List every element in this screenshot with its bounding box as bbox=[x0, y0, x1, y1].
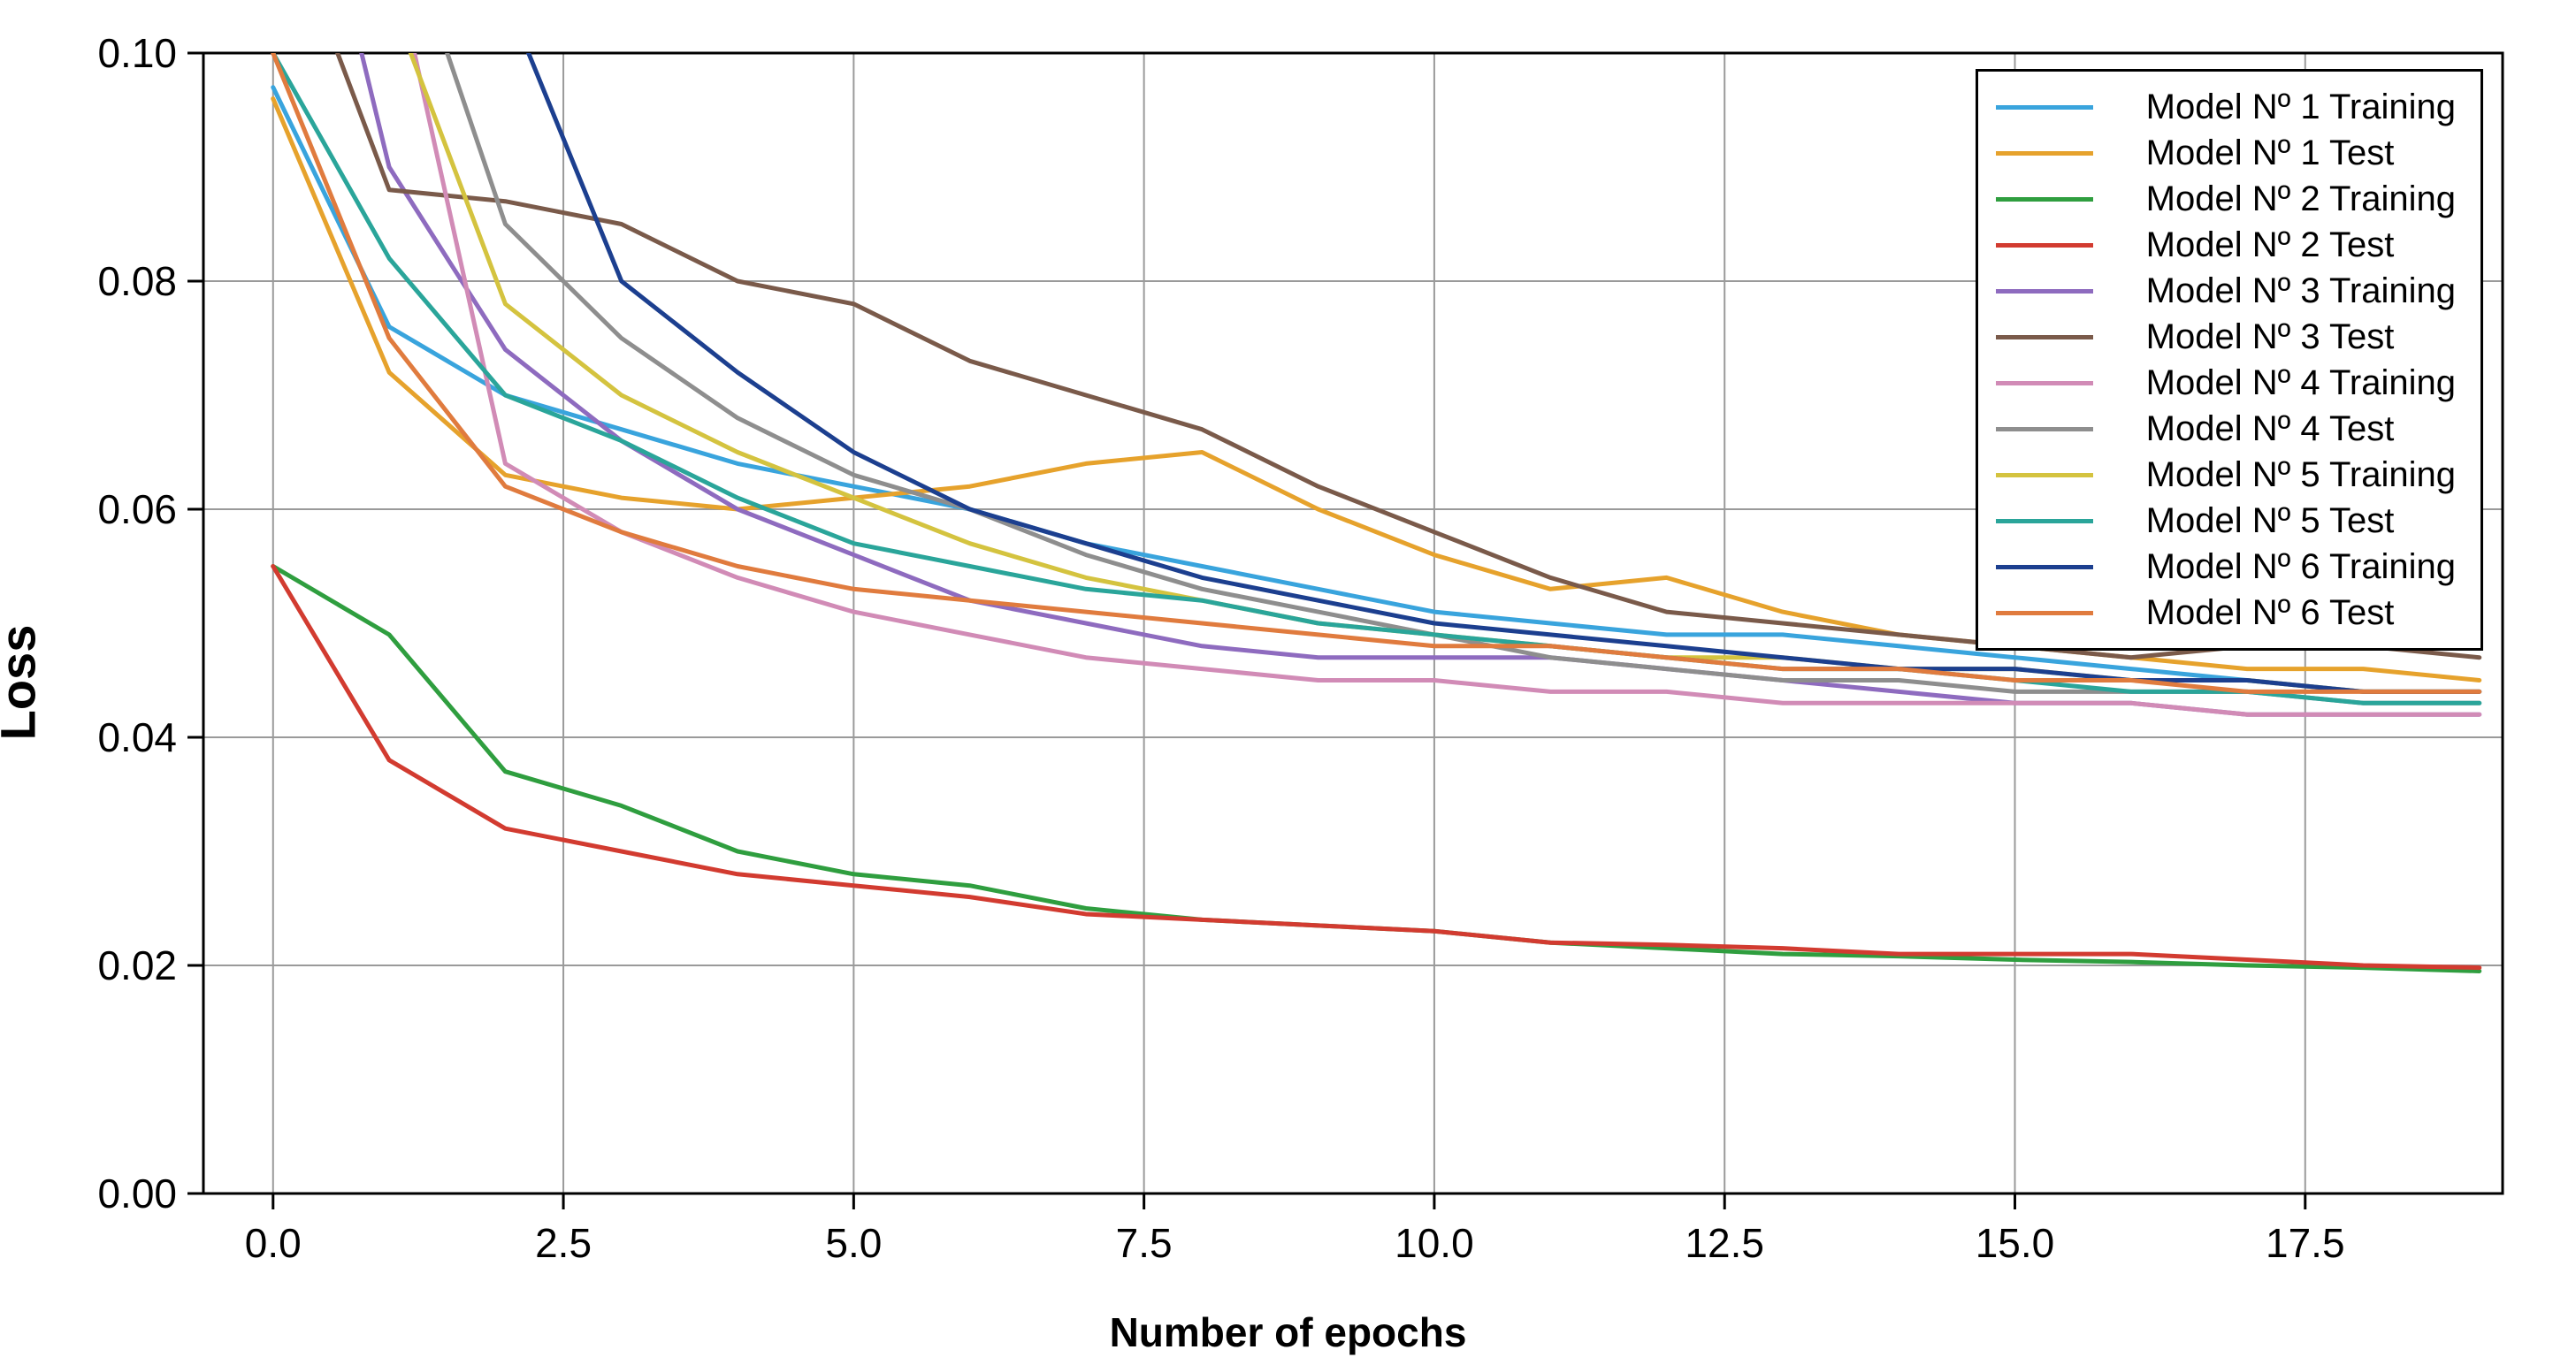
legend-item: Model Nº 1 Test bbox=[1996, 130, 2456, 176]
legend-label: Model Nº 3 Test bbox=[2146, 317, 2395, 357]
y-tick-label: 0.04 bbox=[97, 714, 177, 760]
legend-swatch bbox=[1996, 243, 2093, 248]
legend-swatch bbox=[1996, 519, 2093, 523]
legend-item: Model Nº 2 Training bbox=[1996, 176, 2456, 222]
legend-swatch bbox=[1996, 335, 2093, 339]
x-axis-label: Number of epochs bbox=[1110, 1308, 1467, 1356]
legend-swatch bbox=[1996, 151, 2093, 156]
legend-item: Model Nº 4 Training bbox=[1996, 360, 2456, 406]
legend-swatch bbox=[1996, 427, 2093, 431]
y-tick-label: 0.00 bbox=[97, 1171, 177, 1216]
legend-swatch bbox=[1996, 289, 2093, 294]
y-axis-label: Loss bbox=[0, 625, 47, 741]
x-tick-label: 15.0 bbox=[1976, 1220, 2055, 1266]
legend-item: Model Nº 1 Training bbox=[1996, 84, 2456, 130]
legend-label: Model Nº 2 Test bbox=[2146, 225, 2395, 265]
chart-legend: Model Nº 1 Training Model Nº 1 Test Model … bbox=[1976, 69, 2483, 651]
y-tick-label: 0.02 bbox=[97, 942, 177, 988]
y-tick-label: 0.06 bbox=[97, 486, 177, 532]
loss-chart: Loss Number of epochs 0.0 2.5 5.0 7.5 10.0 12… bbox=[0, 0, 2576, 1365]
legend-item: Model Nº 5 Training bbox=[1996, 452, 2456, 498]
legend-item: Model Nº 3 Test bbox=[1996, 314, 2456, 360]
x-tick-label: 10.0 bbox=[1395, 1220, 1474, 1266]
legend-label: Model Nº 3 Training bbox=[2146, 271, 2456, 311]
x-tick-label: 17.5 bbox=[2266, 1220, 2345, 1266]
legend-item: Model Nº 2 Test bbox=[1996, 222, 2456, 268]
legend-label: Model Nº 6 Training bbox=[2146, 547, 2456, 587]
legend-label: Model Nº 4 Test bbox=[2146, 409, 2395, 449]
legend-label: Model Nº 6 Test bbox=[2146, 593, 2395, 633]
legend-label: Model Nº 5 Test bbox=[2146, 501, 2395, 541]
legend-item: Model Nº 3 Training bbox=[1996, 268, 2456, 314]
legend-label: Model Nº 4 Training bbox=[2146, 363, 2456, 403]
legend-swatch bbox=[1996, 381, 2093, 385]
y-tick-label: 0.08 bbox=[97, 258, 177, 304]
legend-swatch bbox=[1996, 565, 2093, 569]
x-tick-label: 2.5 bbox=[535, 1220, 592, 1266]
legend-swatch bbox=[1996, 197, 2093, 202]
legend-item: Model Nº 6 Test bbox=[1996, 590, 2456, 636]
x-tick-label: 12.5 bbox=[1685, 1220, 1764, 1266]
legend-swatch bbox=[1996, 105, 2093, 110]
legend-item: Model Nº 6 Training bbox=[1996, 544, 2456, 590]
x-tick-label: 0.0 bbox=[245, 1220, 302, 1266]
legend-item: Model Nº 4 Test bbox=[1996, 406, 2456, 452]
y-tick-label: 0.10 bbox=[97, 30, 177, 76]
legend-swatch bbox=[1996, 473, 2093, 477]
x-tick-label: 5.0 bbox=[825, 1220, 882, 1266]
legend-label: Model Nº 1 Training bbox=[2146, 88, 2456, 127]
legend-label: Model Nº 5 Training bbox=[2146, 455, 2456, 495]
legend-label: Model Nº 1 Test bbox=[2146, 133, 2395, 173]
legend-label: Model Nº 2 Training bbox=[2146, 179, 2456, 219]
legend-swatch bbox=[1996, 611, 2093, 615]
legend-item: Model Nº 5 Test bbox=[1996, 498, 2456, 544]
x-tick-label: 7.5 bbox=[1116, 1220, 1173, 1266]
